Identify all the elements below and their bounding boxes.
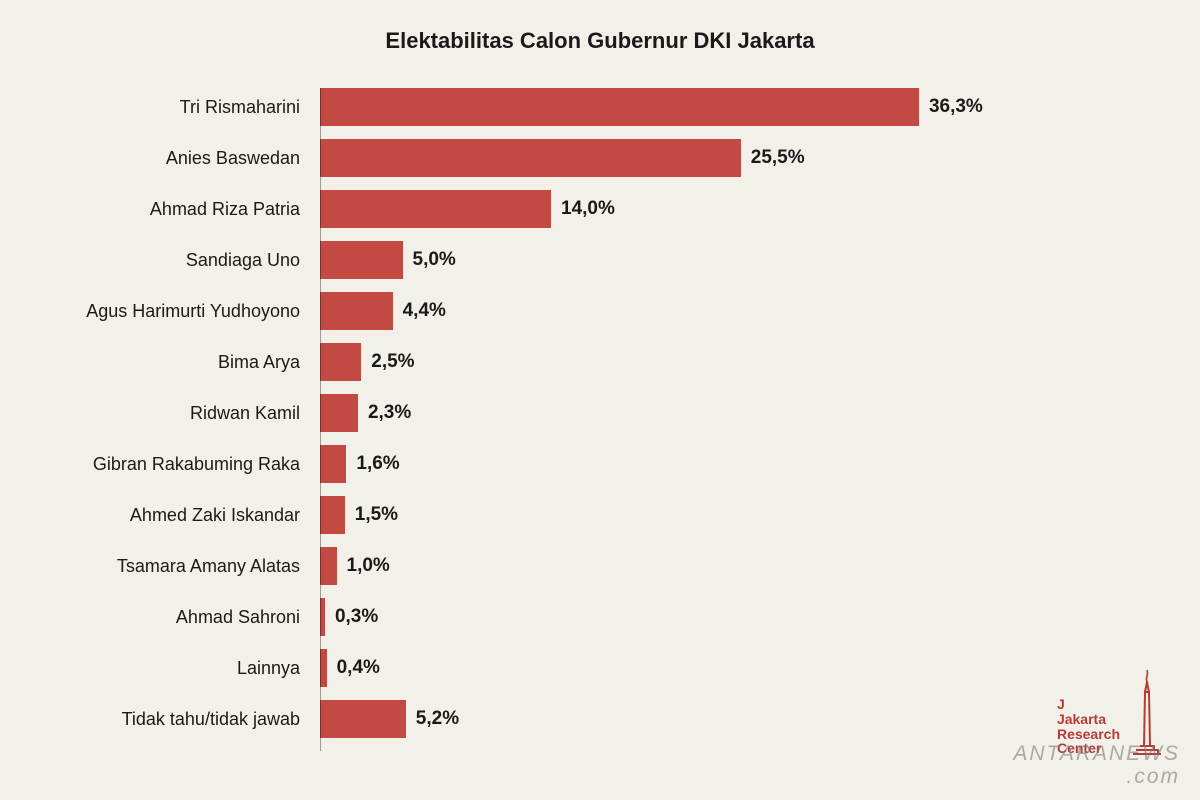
value-label: 4,4% xyxy=(393,300,446,322)
bar xyxy=(320,343,361,381)
category-label: Sandiaga Uno xyxy=(0,250,310,271)
category-label: Ahmad Sahroni xyxy=(0,607,310,628)
bar-track: 1,6% xyxy=(310,445,1200,483)
category-label: Ahmed Zaki Iskandar xyxy=(0,505,310,526)
y-axis-line xyxy=(320,88,321,751)
value-label: 0,4% xyxy=(327,657,380,679)
watermark-line2: .com xyxy=(1013,765,1180,788)
bar xyxy=(320,445,346,483)
bar-row: Gibran Rakabuming Raka 1,6% xyxy=(0,445,1200,483)
bar xyxy=(320,496,345,534)
bar-track: 0,3% xyxy=(310,598,1200,636)
bar-row: Anies Baswedan 25,5% xyxy=(0,139,1200,177)
bar-track: 1,5% xyxy=(310,496,1200,534)
source-word: Research xyxy=(1057,727,1120,742)
bar-track: 25,5% xyxy=(310,139,1200,177)
chart-frame: Elektabilitas Calon Gubernur DKI Jakarta… xyxy=(0,0,1200,800)
category-label: Anies Baswedan xyxy=(0,148,310,169)
value-label: 14,0% xyxy=(551,198,615,220)
value-label: 5,0% xyxy=(403,249,456,271)
category-label: Ridwan Kamil xyxy=(0,403,310,424)
bar-row: Sandiaga Uno 5,0% xyxy=(0,241,1200,279)
bar-track: 4,4% xyxy=(310,292,1200,330)
bar-row: Ahmed Zaki Iskandar 1,5% xyxy=(0,496,1200,534)
bar-track: 5,0% xyxy=(310,241,1200,279)
value-label: 1,0% xyxy=(337,555,390,577)
category-label: Tidak tahu/tidak jawab xyxy=(0,709,310,730)
bar-track: 2,5% xyxy=(310,343,1200,381)
bar xyxy=(320,139,741,177)
value-label: 25,5% xyxy=(741,147,805,169)
bar xyxy=(320,292,393,330)
bar-row: Bima Arya 2,5% xyxy=(0,343,1200,381)
watermark: ANTARANEWS .com xyxy=(1013,742,1180,788)
bar-track: 36,3% xyxy=(310,88,1200,126)
bar-row: Tri Rismaharini 36,3% xyxy=(0,88,1200,126)
bar-chart: Tri Rismaharini36,3%Anies Baswedan25,5%A… xyxy=(0,88,1200,751)
bar-row: Lainnya 0,4% xyxy=(0,649,1200,687)
source-initial: J xyxy=(1057,697,1120,712)
bar-track: 14,0% xyxy=(310,190,1200,228)
category-label: Gibran Rakabuming Raka xyxy=(0,454,310,475)
bar xyxy=(320,700,406,738)
bar-row: Ahmad Riza Patria 14,0% xyxy=(0,190,1200,228)
category-label: Agus Harimurti Yudhoyono xyxy=(0,301,310,322)
bar-row: Ahmad Sahroni 0,3% xyxy=(0,598,1200,636)
source-word: Jakarta xyxy=(1057,712,1120,727)
bar xyxy=(320,88,919,126)
bar xyxy=(320,547,337,585)
bar-track: 2,3% xyxy=(310,394,1200,432)
chart-title: Elektabilitas Calon Gubernur DKI Jakarta xyxy=(0,0,1200,72)
bar-row: Tidak tahu/tidak jawab 5,2% xyxy=(0,700,1200,738)
value-label: 1,6% xyxy=(346,453,399,475)
value-label: 0,3% xyxy=(325,606,378,628)
value-label: 1,5% xyxy=(345,504,398,526)
value-label: 2,3% xyxy=(358,402,411,424)
value-label: 36,3% xyxy=(919,96,983,118)
bar xyxy=(320,394,358,432)
category-label: Lainnya xyxy=(0,658,310,679)
category-label: Tri Rismaharini xyxy=(0,97,310,118)
bar-track: 1,0% xyxy=(310,547,1200,585)
category-label: Bima Arya xyxy=(0,352,310,373)
bar-row: Agus Harimurti Yudhoyono 4,4% xyxy=(0,292,1200,330)
category-label: Ahmad Riza Patria xyxy=(0,199,310,220)
bar xyxy=(320,190,551,228)
value-label: 5,2% xyxy=(406,708,459,730)
value-label: 2,5% xyxy=(361,351,414,373)
bar-row: Ridwan Kamil 2,3% xyxy=(0,394,1200,432)
bar-row: Tsamara Amany Alatas 1,0% xyxy=(0,547,1200,585)
category-label: Tsamara Amany Alatas xyxy=(0,556,310,577)
watermark-line1: ANTARANEWS xyxy=(1013,742,1180,765)
bar xyxy=(320,241,403,279)
